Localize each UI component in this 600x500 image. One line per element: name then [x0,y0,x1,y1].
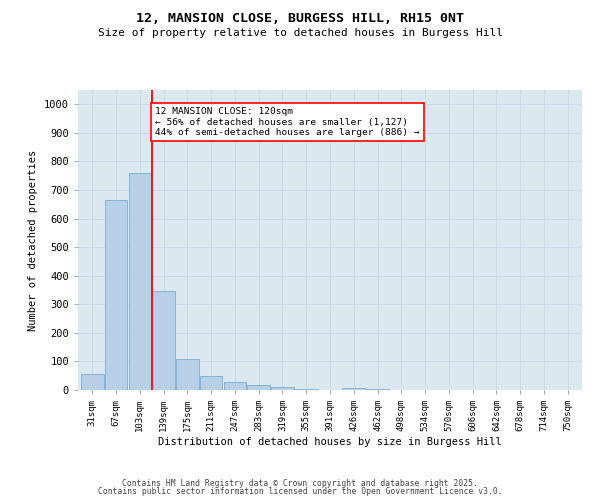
Bar [295,388,317,390]
Bar [176,358,199,390]
Bar [271,386,294,390]
Text: Contains public sector information licensed under the Open Government Licence v3: Contains public sector information licen… [98,487,502,496]
Bar [224,382,246,390]
X-axis label: Distribution of detached houses by size in Burgess Hill: Distribution of detached houses by size … [158,437,502,447]
Text: Size of property relative to detached houses in Burgess Hill: Size of property relative to detached ho… [97,28,503,38]
Bar [152,292,175,390]
Bar [81,374,104,390]
Bar [343,388,365,390]
Bar [366,388,389,390]
Bar [128,173,151,390]
Bar [247,385,270,390]
Bar [105,200,127,390]
Text: 12, MANSION CLOSE, BURGESS HILL, RH15 0NT: 12, MANSION CLOSE, BURGESS HILL, RH15 0N… [136,12,464,26]
Bar [200,376,223,390]
Y-axis label: Number of detached properties: Number of detached properties [28,150,38,330]
Text: Contains HM Land Registry data © Crown copyright and database right 2025.: Contains HM Land Registry data © Crown c… [122,478,478,488]
Text: 12 MANSION CLOSE: 120sqm
← 56% of detached houses are smaller (1,127)
44% of sem: 12 MANSION CLOSE: 120sqm ← 56% of detach… [155,107,420,137]
